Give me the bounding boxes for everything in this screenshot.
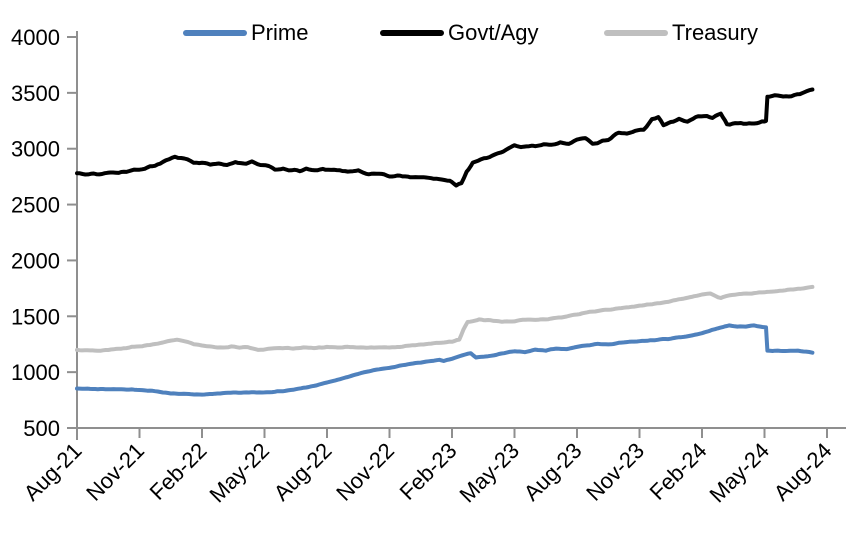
y-tick-label: 500	[23, 416, 60, 441]
x-tick-label: Feb-23	[395, 438, 462, 505]
x-tick-label: Feb-22	[145, 438, 212, 505]
govt-agy-line-swatch-icon	[380, 30, 444, 36]
x-tick-label: May-22	[204, 438, 274, 508]
x-tick-label: Aug-24	[769, 438, 837, 506]
x-tick-label: Nov-21	[81, 438, 149, 506]
x-tick-label: May-24	[704, 438, 774, 508]
x-tick-label: Nov-22	[331, 438, 399, 506]
treasury-line-swatch-icon	[604, 30, 668, 36]
y-tick-label: 4000	[11, 25, 60, 50]
x-tick-label: Feb-24	[645, 438, 712, 505]
legend-item-govt-agy: Govt/Agy	[380, 20, 538, 46]
y-tick-label: 3000	[11, 137, 60, 162]
y-tick-label: 2500	[11, 193, 60, 218]
legend-label-treasury: Treasury	[672, 20, 758, 45]
legend-item-prime: Prime	[183, 20, 308, 46]
y-tick-label: 3500	[11, 81, 60, 106]
x-tick-label: Aug-22	[269, 438, 337, 506]
legend-label-prime: Prime	[251, 20, 309, 45]
legend-label-govt-agy: Govt/Agy	[448, 20, 539, 45]
x-tick-label: Nov-23	[581, 438, 649, 506]
y-tick-label: 2000	[11, 248, 60, 273]
series-line-govt-agy	[75, 87, 815, 188]
legend-item-treasury: Treasury	[604, 20, 758, 46]
x-tick-label: Aug-21	[19, 438, 87, 506]
series-line-treasury	[75, 284, 815, 353]
x-tick-label: May-23	[454, 438, 524, 508]
chart-legend: Prime Govt/Agy Treasury	[0, 20, 852, 46]
prime-line-swatch-icon	[183, 30, 247, 36]
series-line-prime	[75, 323, 815, 397]
y-tick-label: 1000	[11, 360, 60, 385]
y-tick-label: 1500	[11, 304, 60, 329]
x-tick-label: Aug-23	[519, 438, 587, 506]
